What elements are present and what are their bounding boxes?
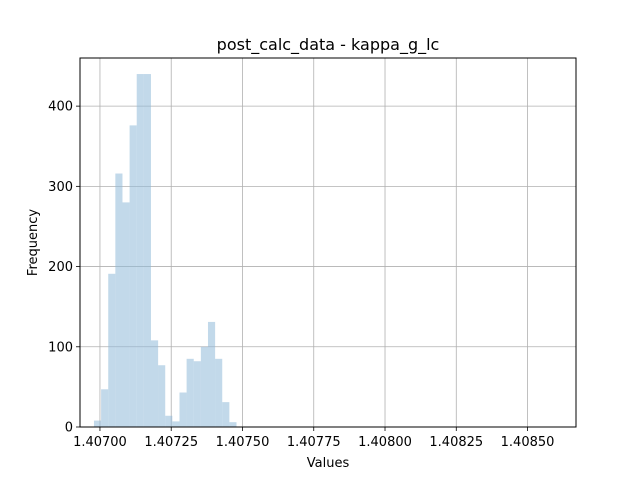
histogram-bar	[158, 365, 166, 427]
x-tick-label: 1.40750	[216, 435, 270, 450]
histogram-bar	[143, 74, 151, 427]
histogram-bar	[200, 346, 208, 427]
histogram-bar	[122, 202, 130, 427]
histogram-bar	[172, 421, 180, 427]
histogram-bar	[186, 358, 194, 427]
histogram-bar	[136, 74, 144, 427]
y-tick-label: 100	[48, 340, 73, 355]
x-tick-label: 1.40825	[429, 435, 483, 450]
histogram-bar	[108, 273, 116, 427]
y-tick-label: 200	[48, 260, 73, 275]
x-tick-label: 1.40850	[501, 435, 555, 450]
y-axis-label: Frequency	[26, 209, 41, 276]
histogram-bar	[193, 361, 201, 427]
y-tick-label: 400	[48, 100, 73, 115]
histogram-bar	[150, 340, 159, 427]
histogram-bar	[115, 173, 123, 427]
histogram-bar	[179, 392, 187, 427]
histogram-bar	[129, 125, 137, 428]
x-tick-label: 1.40775	[287, 435, 341, 450]
x-tick-label: 1.40700	[73, 435, 127, 450]
y-axis-ticks: 0 100 200 300 400	[48, 100, 80, 436]
histogram-bars	[93, 74, 237, 428]
grid-lines	[80, 58, 576, 428]
y-tick-label: 300	[48, 180, 73, 195]
plot-frame	[79, 57, 577, 428]
histogram-bar	[93, 420, 102, 427]
histogram-bar	[229, 422, 237, 427]
x-axis-ticks: 1.40700 1.40725 1.40750 1.40775 1.40800 1.408…	[73, 427, 554, 450]
x-tick-label: 1.40800	[358, 435, 412, 450]
histogram-bar	[207, 321, 216, 427]
x-axis-label: Values	[307, 456, 350, 471]
chart-title: post_calc_data - kappa_g_lc	[217, 35, 440, 55]
histogram-bar	[101, 389, 109, 427]
histogram-bar	[222, 402, 230, 427]
histogram-bar	[165, 415, 173, 427]
histogram-bar	[215, 358, 223, 427]
x-tick-label: 1.40725	[144, 435, 198, 450]
y-tick-label: 0	[65, 421, 73, 436]
